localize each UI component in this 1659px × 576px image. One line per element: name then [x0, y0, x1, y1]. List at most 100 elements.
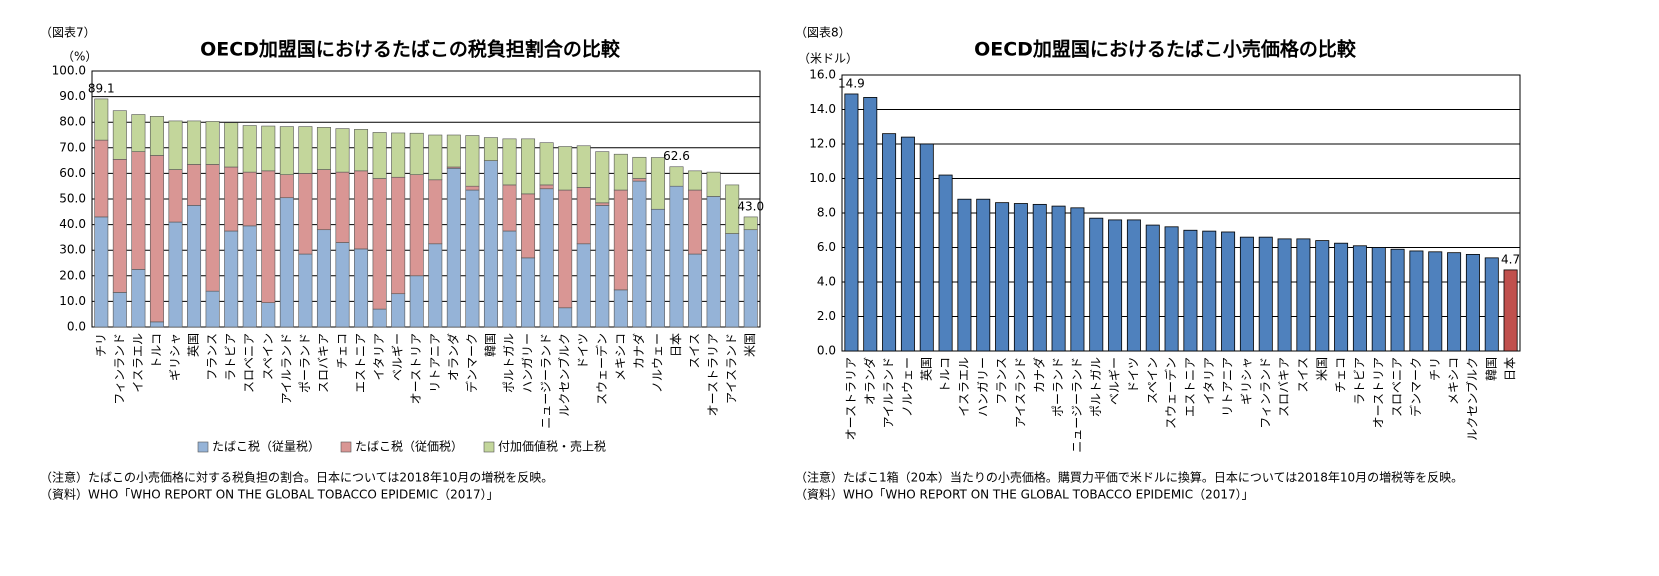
- bar-segment: [168, 169, 183, 223]
- total-label: 43.0: [737, 199, 764, 213]
- bar: [1089, 217, 1104, 352]
- x-tick-label: ノルウェー: [650, 333, 664, 393]
- y-tick-label: 90.0: [59, 89, 86, 103]
- bar-segment: [94, 139, 109, 218]
- bar-segment: [483, 160, 498, 328]
- x-tick-label: 米国: [743, 333, 757, 357]
- bar-segment: [688, 170, 703, 191]
- unit-label: （米ドル）: [798, 52, 858, 66]
- bar: [1428, 251, 1443, 352]
- bar: [1239, 236, 1254, 352]
- y-tick-label: 20.0: [59, 268, 86, 282]
- bar: [1164, 226, 1179, 352]
- bar-segment: [372, 132, 387, 179]
- bar-segment: [428, 243, 443, 328]
- bar-segment: [632, 156, 647, 179]
- bar-segment: [558, 189, 573, 309]
- bar-segment: [205, 290, 220, 328]
- bar: [919, 143, 934, 352]
- bar: [844, 93, 859, 352]
- x-tick-label: スペイン: [1145, 357, 1159, 404]
- note: （注意）たばこ1箱（20本）当たりの小売価格。購買力平価で米ドルに換算。日本につ…: [795, 470, 1463, 485]
- bar-segment: [613, 189, 628, 291]
- x-tick-label: ドイツ: [1126, 357, 1140, 393]
- bar: [1503, 269, 1518, 352]
- bar: [1390, 248, 1405, 352]
- x-tick-label: チェコ: [1334, 357, 1348, 393]
- x-tick-label: イタリア: [1202, 357, 1216, 405]
- unit-label: （%）: [62, 50, 97, 64]
- x-tick-label: スロベニア: [242, 333, 256, 393]
- x-tick-label: フランス: [205, 333, 219, 381]
- bar-segment: [576, 243, 591, 328]
- bar-segment: [539, 188, 554, 328]
- bar-segment: [316, 229, 331, 328]
- value-label: 4.7: [1501, 252, 1520, 266]
- bar-segment: [391, 293, 406, 328]
- bar-segment: [521, 257, 536, 328]
- bar-segment: [669, 185, 684, 328]
- x-tick-label: チリ: [94, 333, 108, 357]
- y-tick-label: 30.0: [59, 243, 86, 257]
- bar-segment: [428, 134, 443, 181]
- bar-segment: [205, 121, 220, 165]
- bar: [1183, 229, 1198, 352]
- x-tick-label: ラトビア: [224, 333, 238, 381]
- legend-swatch: [340, 441, 352, 453]
- bar-segment: [391, 132, 406, 178]
- bar-segment: [743, 216, 758, 231]
- bar-segment: [669, 166, 684, 187]
- bar-segment: [187, 205, 202, 328]
- bar: [1315, 240, 1330, 352]
- bar-segment: [409, 275, 424, 328]
- bar: [1447, 252, 1462, 352]
- bar-segment: [112, 159, 127, 293]
- note: （資料）WHO「WHO REPORT ON THE GLOBAL TOBACCO…: [40, 488, 499, 502]
- bar-segment: [112, 292, 127, 328]
- x-tick-label: ベルギー: [391, 333, 405, 381]
- plot-frame: [841, 74, 1521, 352]
- bar-segment: [558, 307, 573, 328]
- bar-segment: [372, 178, 387, 310]
- x-tick-label: ギリシャ: [168, 333, 182, 381]
- bar-segment: [650, 157, 665, 210]
- x-tick-label: スウェーデン: [594, 333, 609, 405]
- bar-segment: [539, 142, 554, 186]
- legend-swatch: [197, 441, 209, 453]
- bar: [1051, 205, 1066, 352]
- x-tick-label: ポーランド: [298, 333, 312, 393]
- bar-segment: [465, 135, 480, 187]
- y-tick-label: 60.0: [59, 166, 86, 180]
- x-tick-label: ニュージーランド: [1070, 357, 1084, 453]
- bar-segment: [743, 229, 758, 328]
- bar-segment: [409, 174, 424, 277]
- bar-segment: [595, 151, 610, 204]
- bar: [976, 198, 991, 352]
- bar-segment: [112, 110, 127, 160]
- y-tick-label: 2.0: [817, 309, 836, 323]
- x-tick-label: 英国: [919, 357, 933, 381]
- y-tick-label: 12.0: [809, 137, 836, 151]
- bar: [1334, 242, 1349, 352]
- y-tick-label: 0.0: [67, 320, 86, 334]
- y-tick-label: 10.0: [809, 171, 836, 185]
- bar-segment: [168, 120, 183, 170]
- legend-label: 付加価値税・売上税: [498, 439, 606, 454]
- bar-segment: [725, 184, 740, 234]
- bar: [863, 97, 878, 352]
- bar-segment: [354, 129, 369, 172]
- bar-segment: [354, 248, 369, 328]
- bar-segment: [224, 230, 239, 328]
- bar-segment: [261, 125, 276, 172]
- bar-segment: [131, 114, 146, 152]
- bar: [1296, 238, 1311, 352]
- bar-segment: [149, 116, 164, 156]
- bar-segment: [149, 321, 164, 328]
- bar: [1202, 230, 1217, 352]
- bar-segment: [446, 167, 461, 328]
- x-tick-label: ドイツ: [576, 333, 590, 369]
- x-tick-label: ルクセンブルク: [557, 333, 572, 417]
- x-tick-label: ノルウェー: [900, 357, 914, 417]
- bar-segment: [279, 126, 294, 175]
- bar: [995, 202, 1010, 352]
